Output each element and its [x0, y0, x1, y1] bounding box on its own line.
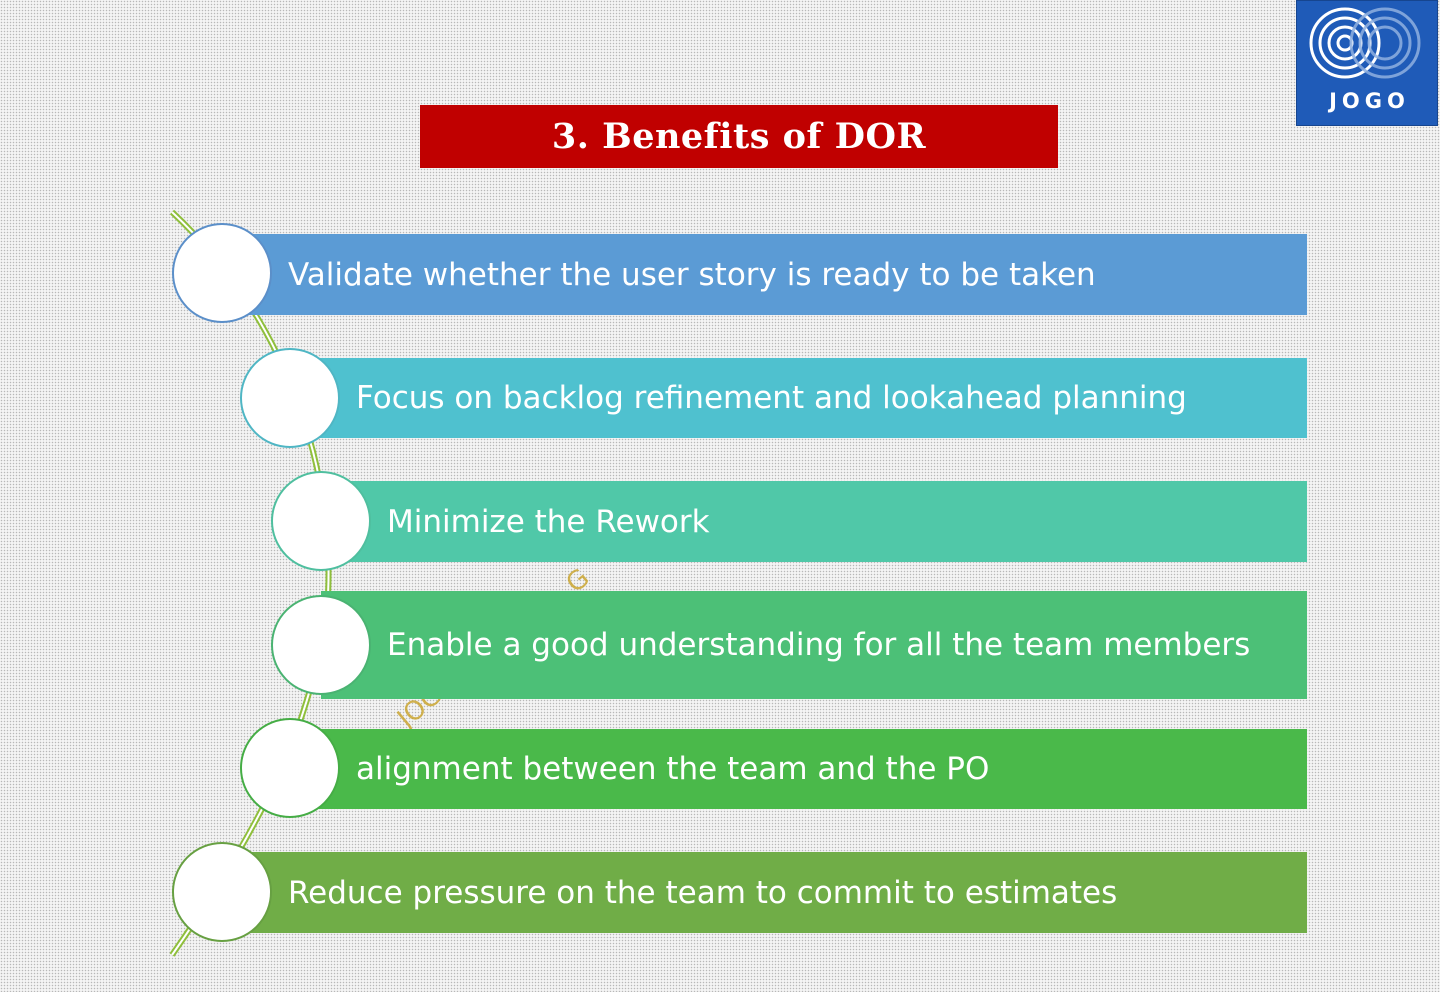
benefit-text: alignment between the team and the PO	[356, 751, 990, 787]
benefit-text: Reduce pressure on the team to commit to…	[288, 874, 1118, 911]
bullet-circle	[172, 223, 272, 323]
target-rings-icon	[1309, 7, 1421, 79]
benefit-bar-1: Validate whether the user story is ready…	[222, 234, 1307, 315]
benefit-bar-3: Minimize the Rework	[321, 481, 1307, 562]
title-banner: 3. Benefits of DOR	[420, 105, 1058, 168]
benefit-text: Focus on backlog refinement and lookahea…	[356, 380, 1187, 416]
bullet-circle	[271, 595, 371, 695]
bullet-circle	[240, 718, 340, 818]
benefit-text: Validate whether the user story is ready…	[288, 256, 1096, 293]
jogo-logo: JOGO	[1296, 0, 1438, 126]
bullet-circle	[172, 842, 272, 942]
benefit-text: Minimize the Rework	[387, 503, 710, 540]
benefit-bar-6: Reduce pressure on the team to commit to…	[222, 852, 1307, 933]
benefit-bar-5: alignment between the team and the PO	[290, 729, 1307, 809]
bullet-circle	[271, 471, 371, 571]
benefit-bar-2: Focus on backlog refinement and lookahea…	[290, 358, 1307, 438]
page-title: 3. Benefits of DOR	[551, 116, 927, 157]
benefit-text: Enable a good understanding for all the …	[387, 627, 1251, 663]
bullet-circle	[240, 348, 340, 448]
logo-text: JOGO	[1329, 89, 1410, 113]
benefit-bar-4: Enable a good understanding for all the …	[321, 591, 1307, 699]
